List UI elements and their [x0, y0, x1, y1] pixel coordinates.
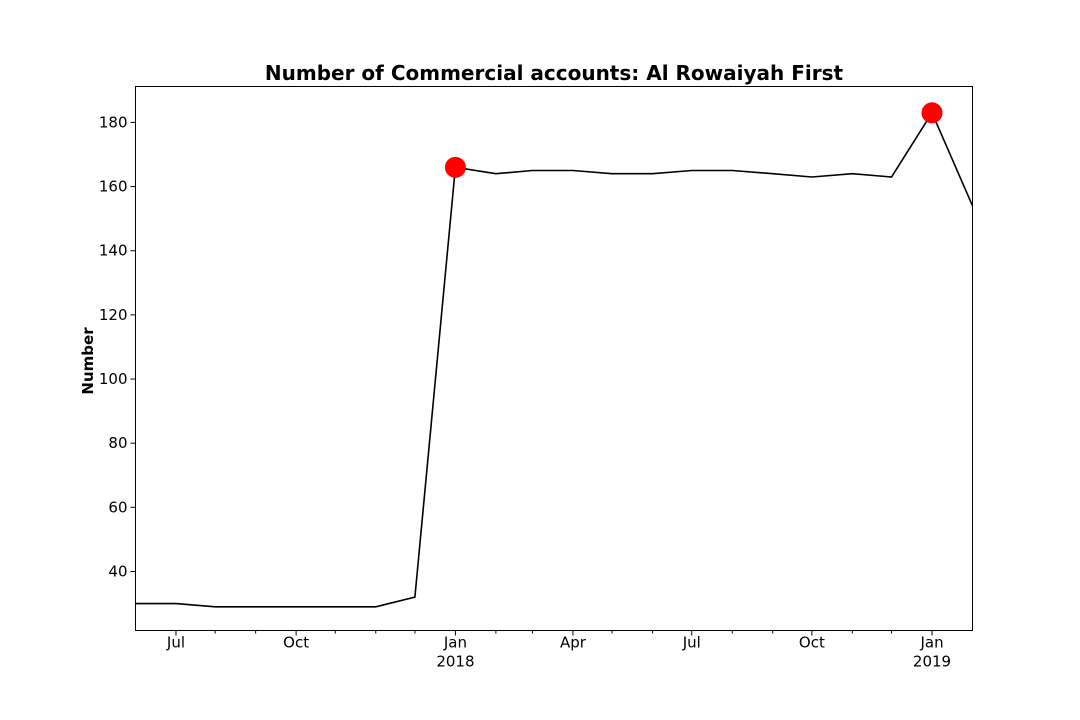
highlight-point [921, 102, 943, 124]
y-tick-label: 180 [99, 113, 128, 131]
x-tick-label: Jul [682, 634, 701, 652]
y-tick-label: 120 [99, 306, 128, 324]
y-tick-label: 60 [108, 498, 127, 516]
x-tick-label: Oct [283, 634, 309, 652]
x-tick-label: Apr [560, 634, 587, 652]
x-tick-label: Jul [166, 634, 185, 652]
y-tick-label: 80 [108, 434, 127, 452]
axes-frame [135, 86, 973, 631]
y-axis: 40 60 80 100 120 140 160 180 [99, 113, 136, 580]
highlight-point [444, 156, 466, 178]
chart-title: Number of Commercial accounts: Al Rowaiy… [265, 61, 844, 85]
x-tick-label: Jan [919, 634, 943, 652]
y-tick-label: 40 [108, 562, 127, 580]
plot-area [135, 102, 974, 608]
y-axis-label: Number [79, 327, 97, 395]
y-tick-label: 160 [99, 178, 128, 196]
y-tick-label: 100 [99, 370, 128, 388]
series-line [135, 111, 974, 608]
x-tick-label: Jan [443, 634, 467, 652]
y-tick-label: 140 [99, 242, 128, 260]
x-tick-year-label: 2018 [436, 653, 474, 671]
x-tick-label: Oct [799, 634, 825, 652]
x-tick-year-label: 2019 [913, 653, 951, 671]
